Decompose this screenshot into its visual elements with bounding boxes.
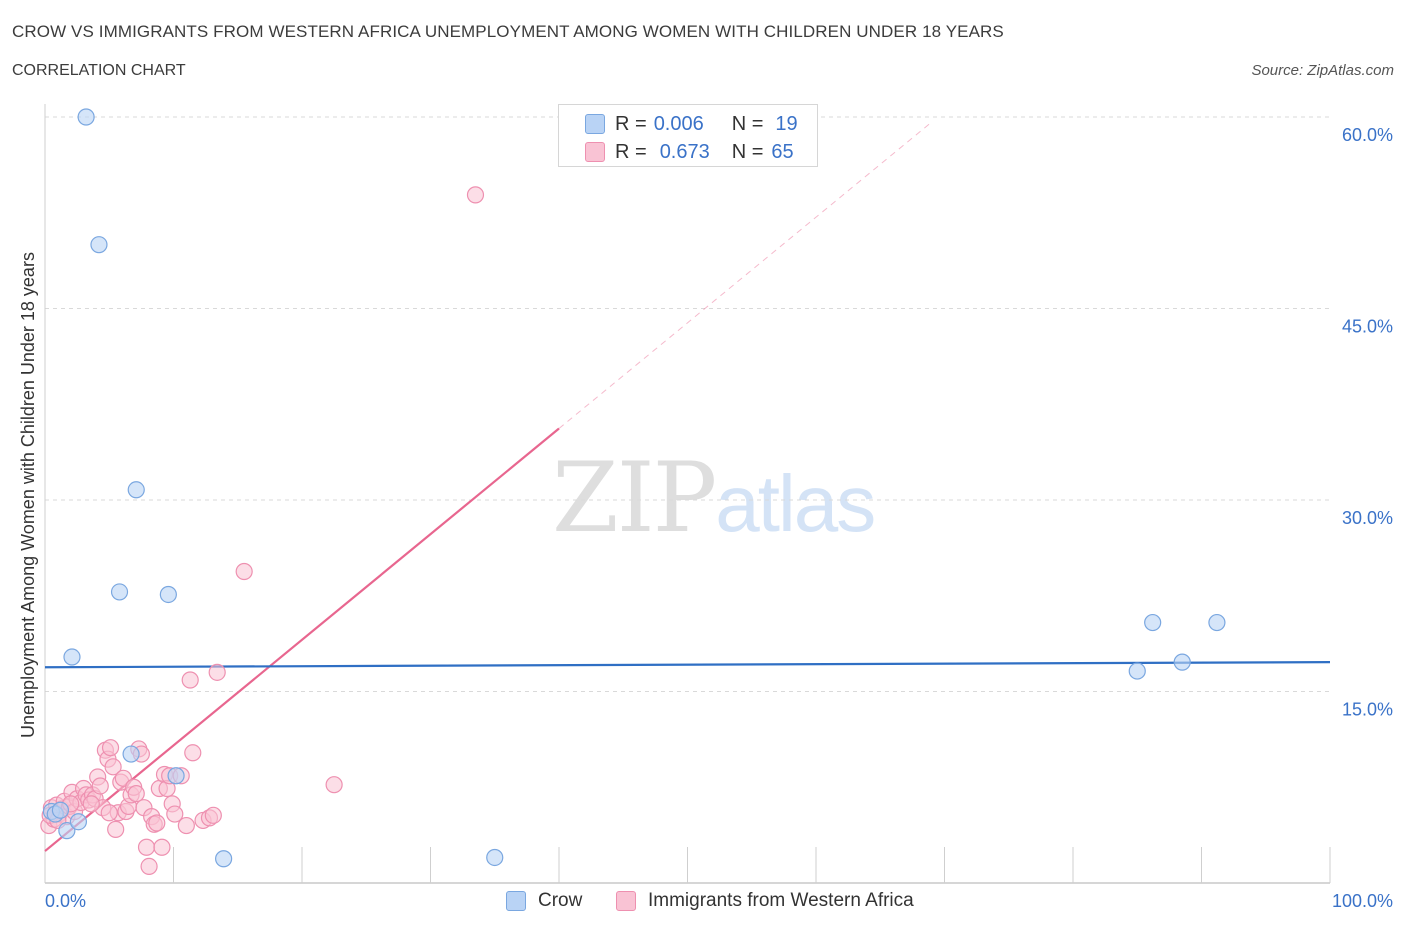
immigrants-point — [204, 806, 222, 824]
immigrants-point — [140, 857, 158, 876]
points-layer — [40, 108, 1226, 876]
zipatlas-watermark: ZIPatlas — [552, 442, 876, 554]
crow-point — [63, 648, 81, 666]
immigrants-point — [101, 739, 120, 757]
legend-item-immigrants: Immigrants from Western Africa — [616, 890, 914, 912]
source-note: Source: ZipAtlas.com — [1251, 62, 1394, 79]
stats-legend: R = 0.006 N = 19 R = 0.673 N = 65 — [558, 104, 818, 167]
immigrants-point — [91, 777, 109, 795]
crow-n-value: 19 — [775, 112, 798, 135]
crow-point — [167, 767, 185, 785]
crow-point — [215, 850, 233, 868]
immigrants-point — [104, 758, 122, 776]
immigrants-point — [153, 838, 171, 856]
immigrants-trend-extension — [558, 121, 932, 429]
legend-item-crow: Crow — [506, 890, 582, 912]
crow-n-label: N = — [731, 112, 764, 135]
chart-subtitle: CORRELATION CHART — [12, 62, 186, 79]
immigrants-n-label: N = — [731, 140, 764, 163]
immigrants-point — [100, 804, 118, 822]
chart-title: CROW VS IMMIGRANTS FROM WESTERN AFRICA U… — [12, 22, 1004, 41]
watermark-atlas: atlas — [715, 459, 876, 548]
immigrants-point — [107, 820, 125, 838]
axis-layer — [44, 104, 1331, 884]
watermark-zip: ZIP — [552, 442, 717, 554]
crow-point — [1208, 613, 1226, 632]
stats-row-immigrants: R = 0.673 N = 65 — [585, 139, 794, 165]
y-axis-label: Unemployment Among Women with Children U… — [18, 252, 38, 738]
crow-point — [77, 108, 95, 126]
label-layer: 15.0% 30.0% 45.0% 60.0% 0.0% 100.0% Unemployme… — [18, 125, 1393, 911]
y-tick-label: 60.0% — [1342, 125, 1393, 145]
trend-layer — [44, 121, 1331, 852]
immigrants-point — [208, 663, 226, 681]
legend-crow-label: Crow — [538, 890, 583, 911]
immigrants-point — [127, 785, 145, 803]
immigrants-point — [137, 838, 156, 856]
immigrants-swatch — [585, 142, 605, 162]
legend-immigrants-swatch — [616, 891, 636, 911]
immigrants-point — [166, 805, 184, 823]
immigrants-point — [466, 186, 485, 204]
bottom-legend: Crow Immigrants from Western Africa — [0, 890, 1406, 916]
grid-layer — [45, 116, 1330, 692]
immigrants-point — [148, 814, 166, 832]
crow-swatch — [585, 114, 605, 134]
crow-trend-line — [44, 661, 1331, 669]
crow-point — [90, 236, 108, 254]
immigrants-point — [235, 562, 253, 581]
crow-point — [110, 583, 129, 601]
crow-point — [159, 585, 177, 604]
immigrants-n-value: 65 — [771, 140, 794, 163]
crow-point — [51, 801, 70, 819]
crow-point — [127, 481, 145, 499]
immigrants-r-label: R = — [615, 140, 647, 163]
legend-crow-swatch — [506, 891, 526, 911]
crow-point — [122, 745, 140, 763]
crow-point — [1173, 653, 1191, 671]
immigrants-point — [184, 744, 202, 762]
crow-point — [1128, 662, 1146, 680]
y-tick-label: 45.0% — [1342, 317, 1393, 337]
immigrants-point — [325, 776, 343, 794]
immigrants-r-value: 0.673 — [659, 140, 710, 163]
crow-point — [69, 813, 88, 831]
immigrants-point — [181, 671, 199, 689]
crow-point — [58, 822, 76, 840]
crow-point — [1144, 613, 1162, 632]
immigrants-point — [82, 795, 100, 813]
immigrants-point — [177, 816, 195, 835]
x-tick-label-min: 0.0% — [45, 891, 86, 911]
x-tick-label-max: 100.0% — [1332, 891, 1393, 911]
y-tick-label: 30.0% — [1342, 508, 1393, 528]
stats-row-crow: R = 0.006 N = 19 — [585, 111, 798, 137]
crow-r-label: R = — [615, 112, 647, 135]
crow-point — [486, 848, 504, 867]
crow-r-value: 0.006 — [653, 112, 704, 135]
legend-immigrants-label: Immigrants from Western Africa — [648, 890, 914, 911]
y-tick-label: 15.0% — [1342, 700, 1393, 720]
